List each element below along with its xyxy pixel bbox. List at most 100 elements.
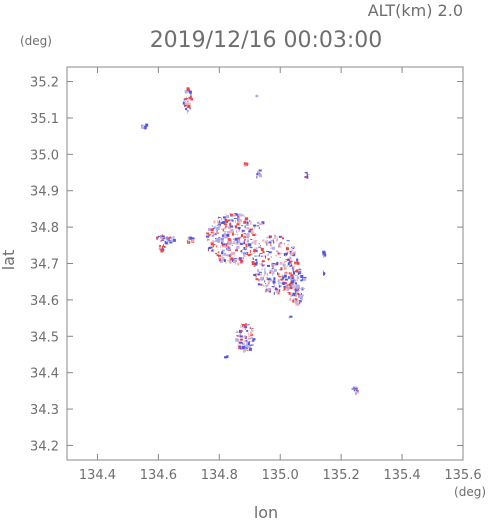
echo-point — [214, 233, 216, 235]
echo-point — [218, 254, 221, 257]
echo-point — [162, 238, 165, 240]
echo-point — [292, 285, 296, 289]
echo-point — [260, 255, 263, 257]
echo-point — [160, 235, 162, 239]
echo-point — [265, 286, 267, 288]
echo-point — [304, 171, 308, 173]
echo-point — [248, 347, 252, 351]
echo-point — [234, 233, 237, 235]
echo-point — [190, 107, 192, 109]
echo-point — [218, 257, 220, 261]
echo-point — [291, 262, 292, 266]
echo-point — [226, 219, 230, 222]
echo-point — [235, 261, 237, 265]
echo-point — [227, 240, 231, 242]
echo-point — [229, 240, 232, 244]
echo-point — [355, 391, 357, 395]
echo-point — [282, 276, 285, 280]
echo-point — [220, 238, 224, 240]
echo-point — [160, 237, 164, 239]
echo-point — [243, 220, 247, 224]
echo-point — [278, 242, 282, 245]
echo-point — [296, 290, 300, 292]
echo-point — [239, 224, 240, 227]
echo-point — [232, 259, 233, 262]
echo-point — [276, 250, 279, 253]
echo-point — [240, 250, 242, 252]
echo-point — [278, 235, 282, 238]
echo-point — [218, 224, 221, 228]
echo-point — [301, 287, 304, 291]
echo-point — [238, 218, 242, 222]
echo-point — [172, 238, 176, 242]
echo-point — [290, 272, 292, 274]
echo-point — [272, 286, 274, 289]
echo-point — [253, 224, 256, 227]
echo-point — [188, 98, 190, 100]
echo-point — [275, 255, 278, 257]
echo-point — [233, 258, 237, 260]
echo-point — [214, 234, 217, 236]
echo-point — [256, 175, 258, 179]
echo-point — [247, 332, 249, 336]
echo-point — [283, 287, 285, 291]
echo-point — [234, 215, 236, 217]
echo-point — [246, 242, 248, 245]
echo-point — [299, 301, 301, 305]
echo-point — [231, 252, 235, 255]
echo-point — [274, 287, 277, 291]
echo-point — [261, 260, 265, 263]
echo-point — [294, 275, 298, 277]
echo-point — [271, 262, 275, 266]
echo-point — [271, 268, 274, 270]
echo-point — [290, 279, 294, 281]
echo-point — [265, 284, 269, 287]
echo-point — [228, 225, 232, 228]
echo-point — [254, 247, 256, 250]
echo-point — [246, 329, 249, 332]
echo-point — [210, 242, 214, 246]
echo-cluster — [206, 213, 258, 266]
echo-point — [267, 280, 270, 284]
echo-point — [296, 261, 300, 265]
echo-point — [226, 233, 230, 237]
echo-point — [262, 255, 265, 257]
echo-point — [245, 163, 247, 166]
echo-point — [228, 254, 231, 258]
echo-point — [270, 256, 272, 258]
echo-point — [255, 232, 257, 235]
echo-point — [219, 258, 221, 262]
echo-point — [270, 235, 273, 238]
echo-point — [289, 284, 293, 286]
echo-point — [249, 228, 253, 231]
echo-point — [251, 263, 255, 265]
echo-point — [298, 285, 301, 287]
echo-point — [296, 288, 298, 291]
y-tick-label: 34.5 — [30, 330, 59, 345]
echo-point — [278, 285, 282, 287]
echo-point — [256, 173, 259, 176]
echo-point — [143, 126, 147, 130]
echo-point — [163, 245, 166, 248]
echo-point — [191, 237, 195, 240]
echo-cluster — [288, 315, 293, 319]
x-axis-title: lon — [254, 503, 278, 521]
echo-point — [231, 232, 234, 236]
echo-point — [189, 95, 192, 99]
echo-point — [219, 260, 223, 263]
echo-point — [242, 257, 244, 260]
echo-point — [287, 292, 290, 294]
echo-point — [245, 345, 249, 348]
echo-point — [239, 236, 242, 239]
echo-point — [275, 290, 279, 294]
echo-point — [235, 213, 238, 214]
echo-point — [236, 233, 238, 236]
echo-point — [299, 270, 302, 272]
echo-point — [217, 237, 221, 240]
echo-point — [295, 282, 297, 285]
echo-point — [260, 283, 262, 286]
echo-point — [294, 261, 297, 265]
echo-point — [259, 174, 263, 178]
echo-point — [290, 274, 294, 278]
echo-point — [211, 249, 214, 252]
